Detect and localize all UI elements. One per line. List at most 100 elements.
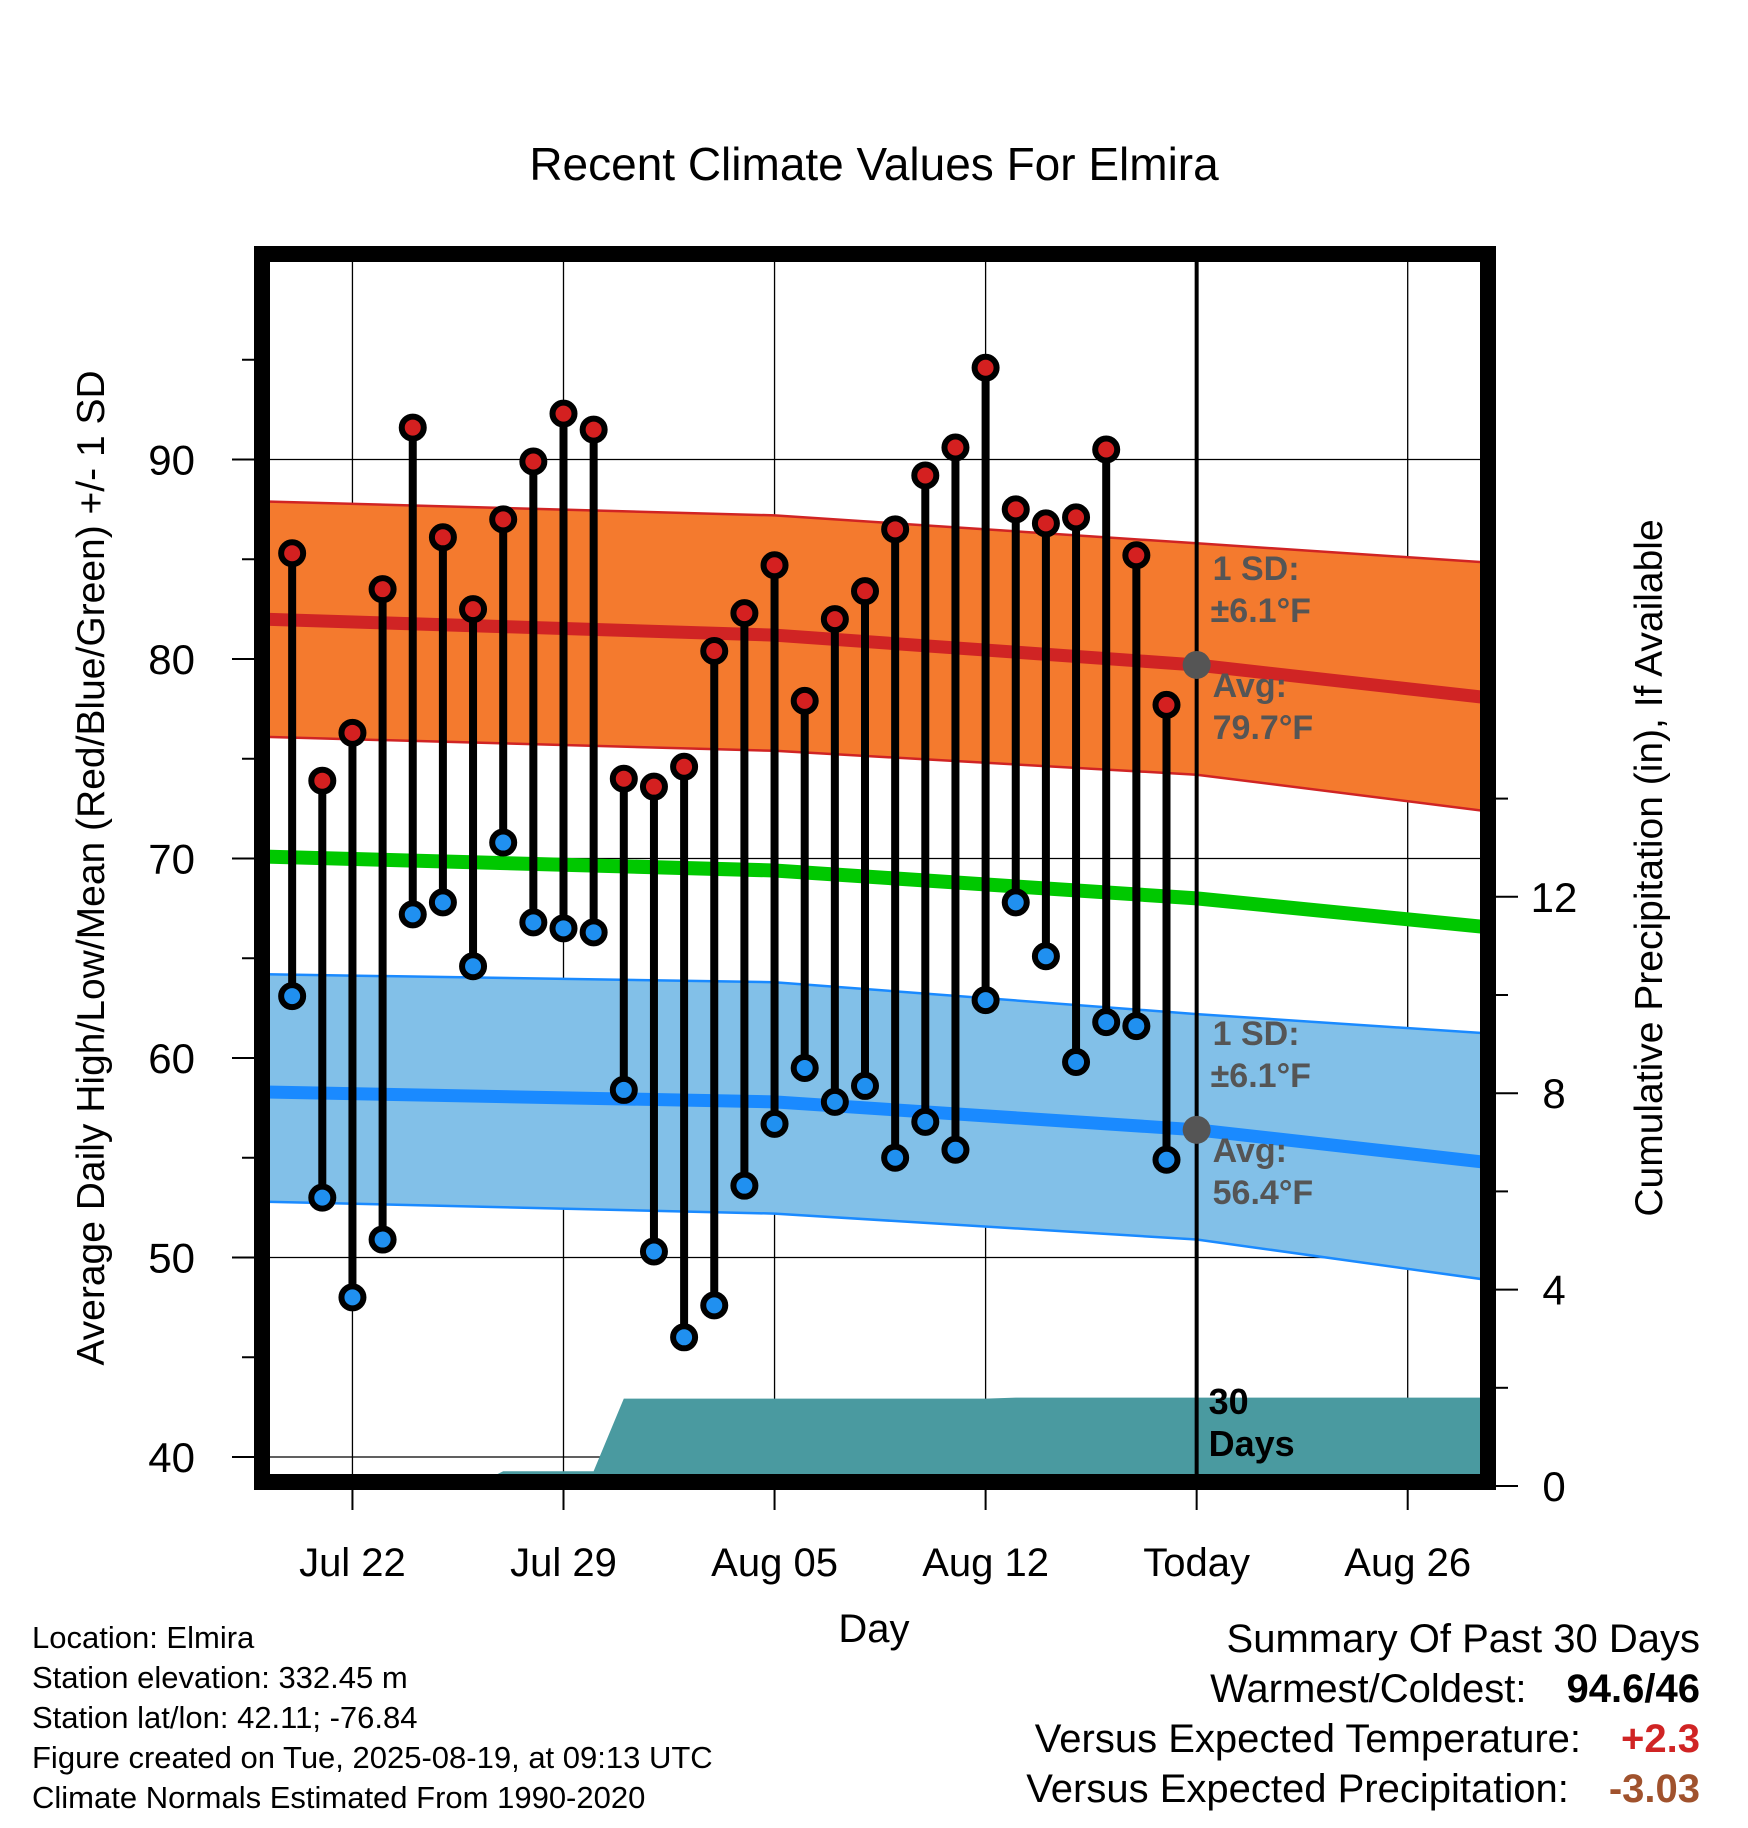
y2-tick-label: 12 (1531, 874, 1578, 921)
high-point (1092, 435, 1121, 464)
low-point (700, 1291, 729, 1320)
warmest-coldest-value: 94.6/46 (1566, 1667, 1700, 1711)
low-point (851, 1071, 879, 1100)
high-point (881, 515, 910, 544)
y-tick-label: 80 (148, 636, 195, 683)
plot-area: 1 SD: ±6.1°F Avg: 79.7°F 1 SD: ±6.1°F Avg: 56.4… (266, 258, 1484, 1478)
low-point (1122, 1012, 1151, 1041)
low-point (609, 1075, 638, 1104)
summary-title: Summary Of Past 30 Days (1226, 1617, 1700, 1661)
station-info: Location: Elmira Station elevation: 332.… (32, 1618, 713, 1818)
y2-tick-label: 4 (1542, 1267, 1565, 1314)
x-tick-label: Jul 29 (510, 1541, 617, 1585)
avg-value: 79.7°F (1213, 709, 1314, 747)
high-point (911, 461, 940, 490)
days-annotation-label: Days (1209, 1423, 1295, 1464)
low-point (941, 1135, 970, 1164)
low-sd-lower-line (266, 1200, 1484, 1281)
high-point (428, 523, 457, 552)
high-point (278, 539, 307, 568)
x-tick-label: Aug 12 (922, 1541, 1049, 1585)
high-point (368, 575, 397, 604)
low-point (308, 1183, 337, 1212)
avg-label: Avg: (1213, 1132, 1287, 1170)
low-point (428, 888, 457, 917)
high-sd-band (266, 501, 1484, 811)
chart-title: Recent Climate Values For Elmira (529, 138, 1219, 190)
sd-label: 1 SD: (1213, 1015, 1300, 1053)
high-point (308, 766, 337, 795)
low-point (971, 986, 1000, 1015)
high-point (609, 764, 638, 793)
high-point (1062, 503, 1091, 532)
low-point (1031, 942, 1060, 971)
high-point (1122, 541, 1151, 570)
y-tick-label: 60 (148, 1035, 195, 1082)
low-point (1092, 1008, 1121, 1037)
y2-tick-label: 0 (1542, 1463, 1565, 1510)
temp-departure-label: Versus Expected Temperature: (1034, 1717, 1582, 1761)
avg-label: Avg: (1213, 667, 1287, 705)
low-point (338, 1283, 367, 1312)
low-point (881, 1143, 910, 1172)
high-point (459, 595, 488, 624)
high-point (700, 637, 729, 666)
days-annotation-number: 30 (1209, 1381, 1249, 1422)
y2-tick-label: 8 (1542, 1070, 1565, 1117)
high-point (489, 505, 518, 534)
low-point (760, 1109, 789, 1138)
low-point (459, 952, 488, 981)
avg-value: 56.4°F (1213, 1174, 1314, 1212)
x-tick-label: Aug 26 (1344, 1541, 1471, 1585)
high-point (971, 353, 1000, 382)
plot-frame (254, 246, 1496, 1490)
low-point (730, 1171, 759, 1200)
x-tick-label: Today (1143, 1541, 1250, 1585)
y-tick-label: 90 (148, 437, 195, 484)
high-point (338, 718, 367, 747)
x-tick-label: Jul 22 (299, 1541, 406, 1585)
high-point (820, 605, 849, 634)
low-point (278, 982, 307, 1011)
high-point (941, 433, 970, 462)
elevation-text: Station elevation: 332.45 m (32, 1660, 408, 1695)
sd-value: ±6.1°F (1211, 592, 1311, 630)
low-point (1001, 888, 1030, 917)
high-point (579, 415, 608, 444)
high-point (398, 413, 427, 442)
high-point (730, 599, 759, 628)
normals-text: Climate Normals Estimated From 1990-2020 (32, 1780, 646, 1815)
low-point (820, 1087, 849, 1116)
y-tick-label: 40 (148, 1434, 195, 1481)
precip-departure-label: Versus Expected Precipitation: (1026, 1767, 1569, 1811)
today-normal-marker (1182, 650, 1211, 679)
low-normal-line (266, 1085, 1484, 1169)
low-point (549, 914, 578, 943)
low-point (790, 1053, 819, 1082)
created-text: Figure created on Tue, 2025-08-19, at 09… (32, 1740, 713, 1775)
location-text: Location: Elmira (32, 1620, 255, 1655)
y-tick-label: 70 (148, 836, 195, 883)
low-point (579, 918, 608, 947)
low-point (639, 1237, 668, 1266)
low-point (519, 908, 548, 937)
high-point (1152, 690, 1181, 719)
sd-value: ±6.1°F (1211, 1057, 1311, 1095)
precip-area (292, 1397, 1484, 1478)
y-axis-title: Average Daily High/Low/Mean (Red/Blue/Gr… (70, 370, 113, 1365)
high-point (639, 772, 668, 801)
today-normal-marker (1182, 1115, 1211, 1144)
low-sd-band (266, 974, 1484, 1280)
high-point (851, 577, 879, 606)
y-tick-label: 50 (148, 1235, 195, 1282)
x-axis-title: Day (838, 1607, 909, 1651)
low-point (670, 1323, 699, 1352)
summary-panel: Summary Of Past 30 Days Warmest/Coldest:… (1026, 1614, 1700, 1814)
high-point (549, 399, 578, 428)
x-tick-label: Aug 05 (711, 1541, 838, 1585)
sd-label: 1 SD: (1213, 550, 1300, 588)
high-point (1001, 495, 1030, 524)
precip-departure-value: -3.03 (1608, 1767, 1700, 1811)
warmest-coldest-label: Warmest/Coldest: (1210, 1667, 1527, 1711)
